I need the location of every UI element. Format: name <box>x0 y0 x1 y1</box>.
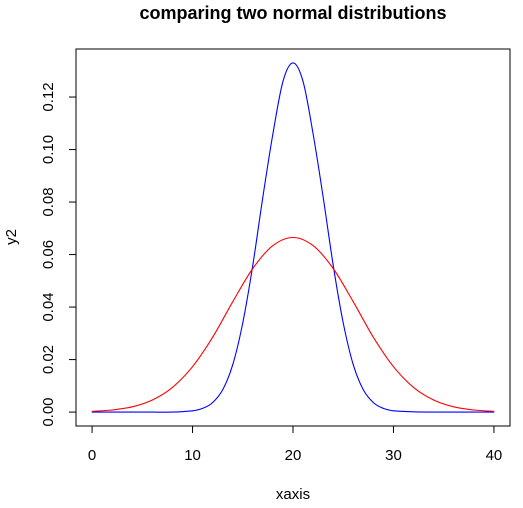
series-2-point <box>413 386 415 388</box>
series-1-point <box>222 389 224 391</box>
y-tick-label: 0.10 <box>40 135 57 164</box>
series-2-point <box>192 366 193 368</box>
y-tick-label: 0.00 <box>40 397 57 426</box>
series-1-point <box>342 322 344 324</box>
y-axis-label: y2 <box>3 229 20 245</box>
series-2-point <box>352 301 354 303</box>
series-2-point <box>111 409 113 411</box>
series-1-point <box>322 196 324 198</box>
series-1-point <box>352 364 354 366</box>
series-1-point <box>453 411 455 413</box>
series-1-point <box>473 411 475 413</box>
series-2-point <box>453 406 455 408</box>
series-1-point <box>212 402 214 404</box>
x-tick-label: 20 <box>285 447 302 464</box>
series-1-point <box>332 264 334 266</box>
x-tick-label: 30 <box>385 447 402 464</box>
x-axis-label: xaxis <box>276 486 310 503</box>
series-2-point <box>493 410 495 412</box>
series-2-point <box>372 336 374 338</box>
series-1-point <box>282 80 284 82</box>
x-axis: 0 10 20 30 40 <box>88 425 503 464</box>
series-1-point <box>382 407 384 409</box>
series-1-point <box>272 133 274 135</box>
series-1-point <box>232 364 234 366</box>
series-2-point <box>212 336 214 338</box>
x-tick-label: 10 <box>184 447 201 464</box>
series-1-point <box>171 411 173 413</box>
series-1-point <box>252 264 254 266</box>
y-tick-label: 0.08 <box>40 187 57 216</box>
series-1-point <box>493 411 495 413</box>
series-2-point <box>312 245 314 247</box>
series-1-point <box>372 402 374 404</box>
y-tick-label: 0.12 <box>40 82 57 111</box>
series-1-point <box>302 80 304 82</box>
series-2-point <box>272 245 274 247</box>
y-tick-label: 0.06 <box>40 240 57 269</box>
series-1-point <box>262 196 264 198</box>
y-tick-label: 0.02 <box>40 345 57 374</box>
series-1-point <box>292 62 294 64</box>
series-2-point <box>131 406 133 408</box>
series-2-point <box>292 237 294 238</box>
series-layer <box>91 62 495 413</box>
chart-title: comparing two normal distributions <box>139 3 446 23</box>
series-2-point <box>433 399 435 401</box>
series-1-point <box>111 411 113 413</box>
series-1-point <box>362 389 364 391</box>
series-2-point <box>332 268 334 269</box>
series-1-point <box>151 411 153 413</box>
series-1-point <box>312 133 314 135</box>
series-1-point <box>413 411 415 413</box>
series-1-point <box>91 411 93 413</box>
x-tick-label: 0 <box>88 447 96 464</box>
x-tick-label: 40 <box>486 447 503 464</box>
series-2-point <box>232 301 234 303</box>
series-2-point <box>171 386 173 388</box>
series-2-point <box>91 410 93 412</box>
series-2-point <box>473 409 475 411</box>
series-1-point <box>202 407 204 409</box>
series-1-point <box>433 411 435 413</box>
y-tick-label: 0.04 <box>40 292 57 321</box>
series-2-line <box>92 236 494 412</box>
series-1 <box>91 62 495 413</box>
series-2-point <box>151 399 153 401</box>
series-2 <box>91 236 495 412</box>
series-2-point <box>393 366 394 368</box>
y-axis: 0.00 0.02 0.04 0.06 0.08 0.10 0.12 <box>40 82 77 427</box>
series-1-point <box>192 410 193 412</box>
series-1-point <box>131 411 133 413</box>
series-2-point <box>252 268 254 269</box>
series-1-point <box>393 410 394 412</box>
series-1-point <box>242 322 244 324</box>
